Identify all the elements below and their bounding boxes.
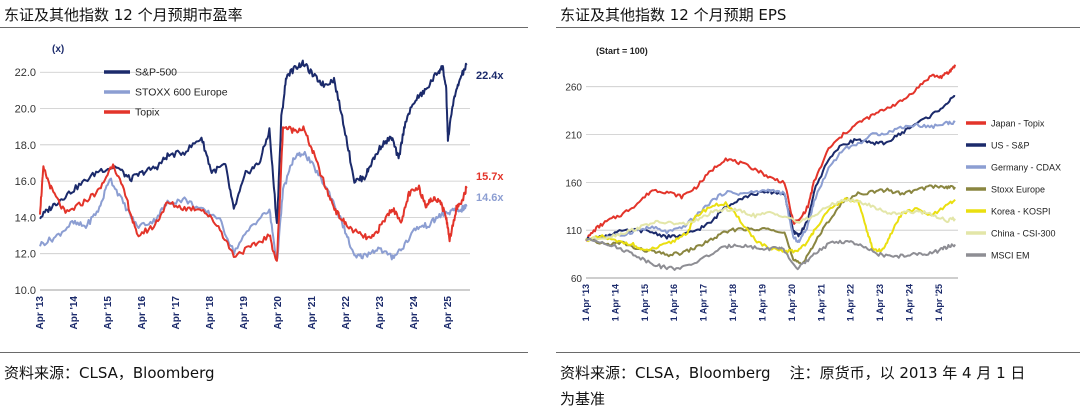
source-rule	[556, 352, 1080, 353]
source-line-2: 为基准	[560, 390, 606, 408]
x-tick-label: Apr '19	[239, 296, 250, 330]
series-line-msci-em	[585, 237, 956, 271]
source-rule	[0, 352, 528, 353]
y-tick-label: 16.0	[15, 176, 36, 188]
source-line-1: 资料来源：CLSA，Bloomberg 注：原货币，以 2013 年 4 月 1…	[560, 364, 1026, 382]
y-tick-label: 20.0	[15, 104, 36, 116]
legend-label: Stoxx Europe	[991, 185, 1045, 195]
y-tick-label: 14.0	[15, 212, 36, 224]
legend-label: US - S&P	[991, 141, 1030, 151]
series-line-china-csi-300	[585, 197, 956, 242]
x-tick-label: 1 Apr '21	[816, 284, 826, 321]
x-tick-label: 1 Apr '24	[904, 284, 914, 321]
x-tick-label: Apr '22	[341, 296, 352, 330]
y-tick-labels: 10.0 12.0 14.0 16.0 18.0 20.0 22.0	[15, 67, 36, 297]
legend: Japan - Topix US - S&P Germany - CDAX Stoxx…	[966, 119, 1061, 261]
y-tick-label: 60	[571, 274, 583, 285]
y-tick-label: 18.0	[15, 140, 36, 152]
end-label-stoxx: 14.6x	[476, 192, 504, 204]
x-tick-label: 1 Apr '17	[699, 284, 709, 321]
series-lines	[585, 64, 957, 271]
y-unit-label: (x)	[52, 44, 64, 55]
x-tick-labels: Apr '13 Apr '14 Apr '15 Apr '16 Apr '17 Apr '…	[35, 296, 454, 330]
y-tick-label: 160	[565, 178, 582, 189]
pe-chart: (x) 10.0 12.0 14.0 16.0 18.0 20.0 22.0 Apr '13…	[15, 44, 505, 330]
x-tick-label: Apr '24	[409, 296, 420, 330]
x-tick-label: Apr '18	[205, 296, 216, 330]
x-tick-label: Apr '20	[273, 296, 284, 330]
legend-label: Japan - Topix	[991, 119, 1045, 129]
x-tick-label: 1 Apr '14	[610, 284, 620, 321]
y-unit-label: (Start = 100)	[596, 46, 648, 56]
y-tick-label: 210	[565, 131, 582, 142]
series-line-stoxx-600-europe	[39, 150, 468, 261]
x-tick-label: 1 Apr '18	[728, 284, 738, 321]
x-tick-label: Apr '17	[171, 296, 182, 330]
legend-label: STOXX 600 Europe	[135, 87, 228, 99]
x-tick-label: Apr '13	[35, 296, 46, 330]
x-tick-label: Apr '15	[103, 296, 114, 330]
x-tick-label: 1 Apr '16	[669, 284, 679, 321]
x-tick-label: Apr '21	[307, 296, 318, 330]
series-line-topix	[39, 125, 468, 262]
legend: S&P-500 STOXX 600 Europe Topix	[104, 67, 228, 119]
legend-label: S&P-500	[135, 67, 177, 79]
y-tick-labels: 60 110 160 210 260	[565, 83, 582, 285]
x-tick-label: 1 Apr '25	[934, 284, 944, 321]
pe-chart-panel: 东证及其他指数 12 个月预期市盈率 (x) 10.0 12.0 14.0 16.0 1…	[0, 0, 528, 410]
series-lines	[39, 59, 468, 262]
eps-chart-title: 东证及其他指数 12 个月预期 EPS	[560, 6, 787, 24]
series-line-korea-kospi	[585, 197, 956, 254]
legend-label: Topix	[135, 107, 160, 119]
x-tick-label: 1 Apr '22	[846, 284, 856, 321]
x-tick-label: 1 Apr '15	[640, 284, 650, 321]
x-tick-label: Apr '23	[375, 296, 386, 330]
series-line-s-p-500	[39, 59, 468, 224]
y-tick-label: 10.0	[15, 285, 36, 297]
x-tick-label: 1 Apr '20	[787, 284, 797, 321]
legend-label: China - CSI-300	[991, 229, 1056, 239]
series-line-germany-cdax	[585, 120, 956, 243]
x-tick-label: Apr '14	[69, 296, 80, 330]
y-tick-label: 22.0	[15, 67, 36, 79]
x-tick-label: 1 Apr '13	[581, 284, 591, 321]
legend-label: Germany - CDAX	[991, 163, 1061, 173]
end-value-labels: 22.4x 15.7x 14.6x	[476, 70, 504, 204]
end-label-sp500: 22.4x	[476, 70, 504, 82]
end-label-topix: 15.7x	[476, 171, 504, 183]
y-tick-label: 260	[565, 83, 582, 94]
x-tick-label: Apr '16	[137, 296, 148, 330]
series-line-us-s-p	[585, 95, 956, 242]
y-tick-label: 12.0	[15, 249, 36, 261]
x-tick-label: Apr '25	[443, 296, 454, 330]
x-tick-label: 1 Apr '19	[757, 284, 767, 321]
x-tick-labels: 1 Apr '13 1 Apr '14 1 Apr '15 1 Apr '16 1 Ap…	[581, 284, 944, 321]
legend-label: Korea - KOSPI	[991, 207, 1051, 217]
source-note: 资料来源：CLSA，Bloomberg 注：原货币，以 2013 年 4 月 1…	[560, 360, 1025, 412]
pe-chart-title: 东证及其他指数 12 个月预期市盈率	[4, 6, 243, 24]
series-line-stoxx-europe	[585, 184, 956, 266]
y-tick-label: 110	[566, 226, 582, 237]
title-rule	[0, 27, 528, 28]
source-note: 资料来源：CLSA，Bloomberg	[4, 364, 215, 382]
series-line-japan-topix	[585, 64, 957, 242]
eps-chart-panel: 东证及其他指数 12 个月预期 EPS (Start = 100) 60 110 1…	[556, 0, 1080, 410]
title-rule	[556, 27, 1080, 28]
legend-label: MSCI EM	[991, 251, 1030, 261]
x-tick-label: 1 Apr '23	[875, 284, 885, 321]
